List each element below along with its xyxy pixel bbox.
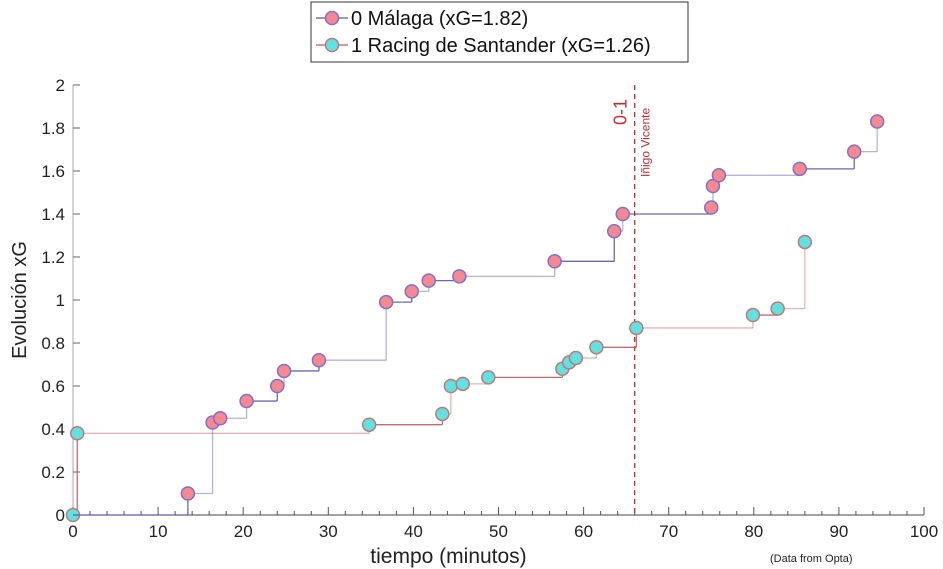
data-point [481, 370, 496, 385]
legend-marker-racing [324, 37, 340, 53]
data-point [711, 168, 727, 183]
data-point [239, 393, 254, 409]
data-point [276, 363, 292, 379]
goal-player-label: Iñigo Vicente [639, 108, 653, 177]
x-tick-label: 0 [68, 522, 77, 541]
data-point [361, 417, 377, 432]
data-point [615, 206, 630, 222]
y-tick-label: 1 [56, 291, 65, 310]
data-point [70, 426, 85, 441]
legend-label-malaga: 0 Málaga (xG=1.82) [351, 8, 528, 30]
y-tick-label: 2 [56, 76, 65, 95]
data-point [547, 254, 562, 269]
x-tick-label: 30 [319, 522, 338, 541]
series-malaga [73, 114, 885, 516]
y-tick-label: 1.8 [41, 119, 65, 138]
y-axis-label: Evolución xG [9, 241, 31, 359]
x-tick-label: 70 [659, 522, 678, 541]
series-layer [65, 114, 885, 523]
data-point [606, 223, 622, 239]
x-tick-label: 40 [404, 522, 423, 541]
x-tick-label: 20 [234, 522, 253, 541]
axes: 0 10 20 30 40 50 60 70 80 90 100 0 0.2 0.4 0.6 0.8 1 1.2 1… [41, 76, 938, 541]
legend-box [310, 1, 689, 63]
y-tick-label: 1.4 [41, 205, 65, 224]
x-tick-label: 100 [910, 522, 938, 541]
y-tick-label: 0.6 [41, 377, 65, 396]
y-tick-label: 0.4 [41, 420, 65, 439]
data-point [443, 378, 459, 394]
data-point [435, 406, 450, 422]
data-point [269, 378, 285, 394]
legend-marker-malaga [324, 10, 340, 26]
data-point [745, 307, 761, 323]
legend: 0 Málaga (xG=1.82) 1 Racing de Santander… [310, 1, 689, 63]
data-point [705, 178, 721, 194]
goal-score-label: 0-1 [611, 99, 631, 125]
data-point [180, 486, 196, 501]
x-tick-label: 10 [149, 522, 168, 541]
data-point [869, 114, 885, 129]
data-point [589, 340, 604, 355]
y-tick-label: 0.8 [41, 334, 65, 353]
y-tick-label: 0 [56, 506, 65, 525]
goal-annotation: 0-1 Iñigo Vicente [611, 85, 653, 515]
data-point [311, 352, 327, 368]
data-point [568, 350, 584, 366]
x-tick-label: 50 [489, 522, 508, 541]
data-point [378, 294, 394, 310]
series-racing [65, 234, 813, 523]
data-point [452, 269, 467, 284]
data-point [404, 284, 419, 299]
y-tick-label: 1.6 [41, 162, 65, 181]
x-tick-label: 80 [744, 522, 763, 541]
source-note: (Data from Opta) [770, 553, 853, 565]
data-point [212, 411, 228, 426]
data-point [421, 273, 436, 288]
data-point [629, 320, 644, 336]
data-point [846, 144, 862, 159]
y-tick-label: 1.2 [41, 248, 65, 267]
data-point [792, 161, 808, 177]
y-tick-label: 0.2 [41, 463, 65, 482]
x-tick-label: 90 [829, 522, 848, 541]
legend-label-racing: 1 Racing de Santander (xG=1.26) [351, 35, 651, 57]
data-point [455, 376, 471, 392]
x-tick-label: 60 [574, 522, 593, 541]
data-point [770, 301, 785, 316]
x-axis-label: tiempo (minutos) [370, 545, 526, 568]
data-point [704, 200, 719, 215]
data-point [797, 234, 813, 250]
axis-labels: tiempo (minutos) Evolución xG (Data from… [9, 241, 853, 568]
